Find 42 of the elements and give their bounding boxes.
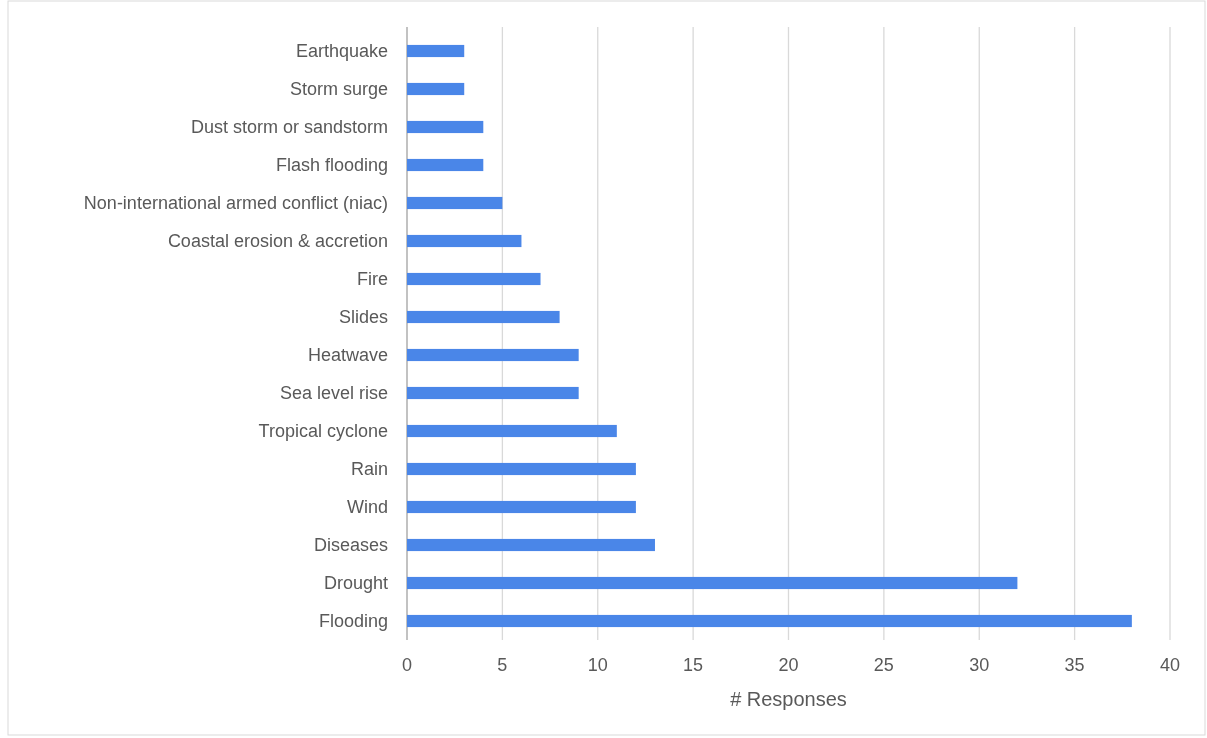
bar: [407, 120, 484, 134]
y-tick-label: Rain: [350, 459, 388, 480]
y-tick-label: Earthquake: [295, 41, 388, 62]
bar: [407, 576, 1018, 590]
bar: [407, 158, 484, 172]
bar: [407, 462, 636, 476]
bar: [407, 538, 655, 552]
y-tick-label: Heatwave: [307, 345, 388, 366]
bar: [407, 614, 1132, 628]
y-tick-label: Diseases: [313, 535, 388, 556]
bar: [407, 44, 465, 58]
x-tick-label: 10: [587, 655, 608, 675]
x-axis-title: # Responses: [730, 688, 847, 710]
x-tick-label: 25: [873, 655, 894, 675]
x-tick-label: 0: [401, 655, 413, 675]
y-tick-label: Coastal erosion & accretion: [167, 231, 388, 252]
x-tick-label: 40: [1159, 655, 1181, 675]
y-tick-label: Storm surge: [289, 79, 388, 100]
bar: [407, 348, 579, 362]
x-tick-label: 15: [683, 655, 704, 675]
y-tick-label: Drought: [323, 573, 388, 594]
y-tick-label: Sea level rise: [279, 383, 388, 404]
x-tick-label: 30: [969, 655, 990, 675]
y-tick-label: Non-international armed conflict (niac): [83, 193, 388, 214]
bar: [407, 196, 503, 210]
y-tick-label: Fire: [357, 269, 388, 290]
bar: [407, 500, 636, 514]
x-tick-label: 5: [497, 655, 508, 675]
y-tick-label: Wind: [346, 497, 388, 518]
y-tick-label: Flooding: [318, 611, 388, 632]
y-tick-label: Flash flooding: [275, 155, 388, 176]
bar: [407, 82, 465, 96]
x-tick-label: 35: [1064, 655, 1085, 675]
bar: [407, 386, 579, 400]
bar: [407, 424, 617, 438]
bar: [407, 234, 522, 248]
x-tick-label: 20: [778, 655, 799, 675]
bar: [407, 310, 560, 324]
y-tick-label: Slides: [338, 307, 388, 328]
bar: [407, 272, 541, 286]
y-tick-label: Dust storm or sandstorm: [190, 117, 388, 138]
y-tick-label: Tropical cyclone: [258, 421, 388, 442]
